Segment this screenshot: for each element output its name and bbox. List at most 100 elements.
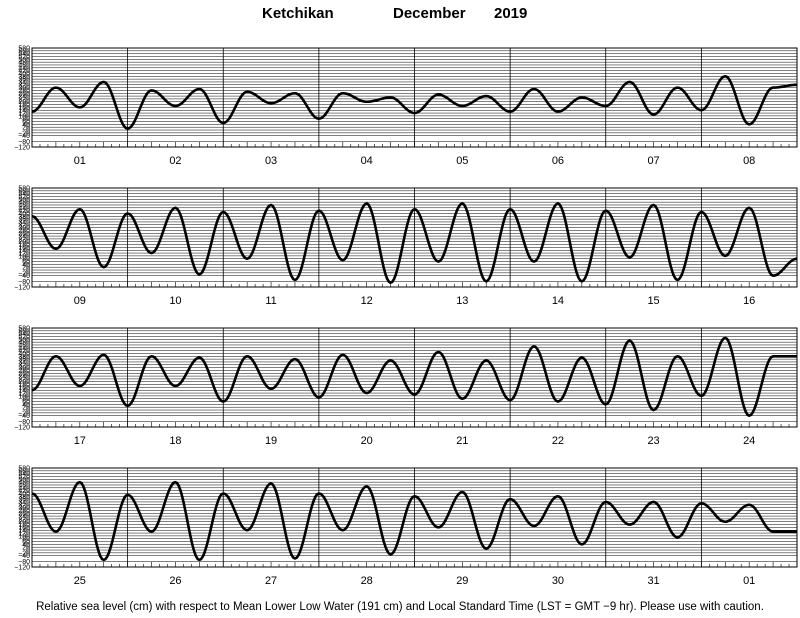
y-tick-label: 120 xyxy=(18,531,30,538)
y-tick-label: 120 xyxy=(18,251,30,258)
y-tick-label: 440 xyxy=(18,65,30,72)
y-tick-label: 400 xyxy=(18,491,30,498)
day-label: 29 xyxy=(456,575,468,587)
y-tick-label: 420 xyxy=(18,208,30,215)
day-label: 20 xyxy=(361,435,373,447)
y-tick-label: 180 xyxy=(18,522,30,529)
y-tick-label: 580 xyxy=(18,46,30,53)
day-label: 05 xyxy=(456,155,468,167)
y-tick-label: 440 xyxy=(18,345,30,352)
y-tick-label: 540 xyxy=(18,191,30,198)
day-label: 18 xyxy=(169,435,181,447)
y-tick-label: 380 xyxy=(18,214,30,221)
day-label: 24 xyxy=(743,435,755,447)
year-label: 2019 xyxy=(494,5,528,22)
day-label: 30 xyxy=(552,575,564,587)
day-label: 01 xyxy=(743,575,755,587)
y-tick-label: 560 xyxy=(18,48,30,55)
y-tick-label: 40 xyxy=(22,542,30,549)
y-tick-label: 520 xyxy=(18,474,30,481)
y-tick-label: 200 xyxy=(18,99,30,106)
y-tick-label: 480 xyxy=(18,480,30,487)
day-label: 11 xyxy=(265,295,276,307)
day-label: 04 xyxy=(361,155,373,167)
y-tick-label: 300 xyxy=(18,85,30,92)
y-tick-label: −20 xyxy=(18,270,30,277)
y-tick-label: 360 xyxy=(18,357,30,364)
y-tick-label: 540 xyxy=(18,471,30,478)
day-label: 13 xyxy=(456,295,468,307)
y-tick-label: 320 xyxy=(18,362,30,369)
y-tick-label: 200 xyxy=(18,519,30,526)
y-tick-label: 100 xyxy=(18,393,30,400)
y-tick-label: 320 xyxy=(18,222,30,229)
tide-curve xyxy=(31,74,798,130)
day-label: 31 xyxy=(647,575,659,587)
y-tick-label: 20 xyxy=(22,265,30,272)
day-label: 12 xyxy=(361,295,373,307)
tide-curve xyxy=(31,336,797,417)
station-name: Ketchikan xyxy=(262,5,334,22)
y-tick-label: 400 xyxy=(18,351,30,358)
month-label: December xyxy=(393,5,466,22)
y-tick-label: 500 xyxy=(18,57,30,64)
y-tick-label: 280 xyxy=(18,368,30,375)
y-tick-label: 220 xyxy=(18,376,30,383)
y-tick-label: −80 xyxy=(18,419,30,426)
y-tick-label: 380 xyxy=(18,494,30,501)
y-tick-label: −80 xyxy=(18,559,30,566)
y-tick-label: 220 xyxy=(18,516,30,523)
y-tick-label: 200 xyxy=(18,379,30,386)
tide-curve xyxy=(31,480,797,562)
y-tick-label: 540 xyxy=(18,331,30,338)
y-tick-label: 260 xyxy=(18,231,30,238)
y-tick-label: 240 xyxy=(18,514,30,521)
y-tick-label: 100 xyxy=(18,533,30,540)
y-tick-label: 80 xyxy=(22,536,30,543)
y-tick-label: 0 xyxy=(26,548,30,555)
day-label: 25 xyxy=(74,575,86,587)
day-label: 09 xyxy=(74,295,86,307)
y-tick-label: 140 xyxy=(18,108,30,115)
chart-title: Ketchikan December 2019 xyxy=(0,5,800,27)
day-label: 03 xyxy=(265,155,277,167)
y-tick-label: 280 xyxy=(18,88,30,95)
y-tick-label: 460 xyxy=(18,62,30,69)
y-tick-label: 520 xyxy=(18,194,30,201)
y-tick-label: 160 xyxy=(18,385,30,392)
y-tick-label: 20 xyxy=(22,125,30,132)
y-tick-label: 20 xyxy=(22,405,30,412)
y-tick-label: 40 xyxy=(22,122,30,129)
y-tick-label: 60 xyxy=(22,539,30,546)
y-tick-label: −120 xyxy=(14,145,30,152)
y-tick-label: 340 xyxy=(18,499,30,506)
y-tick-label: 260 xyxy=(18,91,30,98)
y-tick-label: 480 xyxy=(18,60,30,67)
y-tick-label: 300 xyxy=(18,365,30,372)
y-tick-label: 40 xyxy=(22,402,30,409)
footnote: Relative sea level (cm) with respect to … xyxy=(36,601,764,613)
y-tick-label: 520 xyxy=(18,54,30,61)
y-tick-label: 160 xyxy=(18,105,30,112)
y-tick-label: 140 xyxy=(18,528,30,535)
day-label: 16 xyxy=(743,295,755,307)
y-tick-label: −40 xyxy=(18,413,30,420)
y-tick-label: 520 xyxy=(18,334,30,341)
y-tick-label: 200 xyxy=(18,239,30,246)
y-tick-label: 180 xyxy=(18,102,30,109)
y-tick-label: 60 xyxy=(22,119,30,126)
y-tick-label: 460 xyxy=(18,202,30,209)
y-tick-label: 360 xyxy=(18,497,30,504)
tide-curve xyxy=(31,202,798,285)
y-tick-label: 440 xyxy=(18,485,30,492)
y-tick-label: 300 xyxy=(18,505,30,512)
y-tick-label: 40 xyxy=(22,262,30,269)
y-tick-label: 480 xyxy=(18,200,30,207)
y-tick-label: 500 xyxy=(18,477,30,484)
y-tick-label: 220 xyxy=(18,96,30,103)
y-tick-label: 240 xyxy=(18,374,30,381)
y-tick-label: 20 xyxy=(22,545,30,552)
y-tick-label: 340 xyxy=(18,219,30,226)
y-tick-label: −80 xyxy=(18,139,30,146)
